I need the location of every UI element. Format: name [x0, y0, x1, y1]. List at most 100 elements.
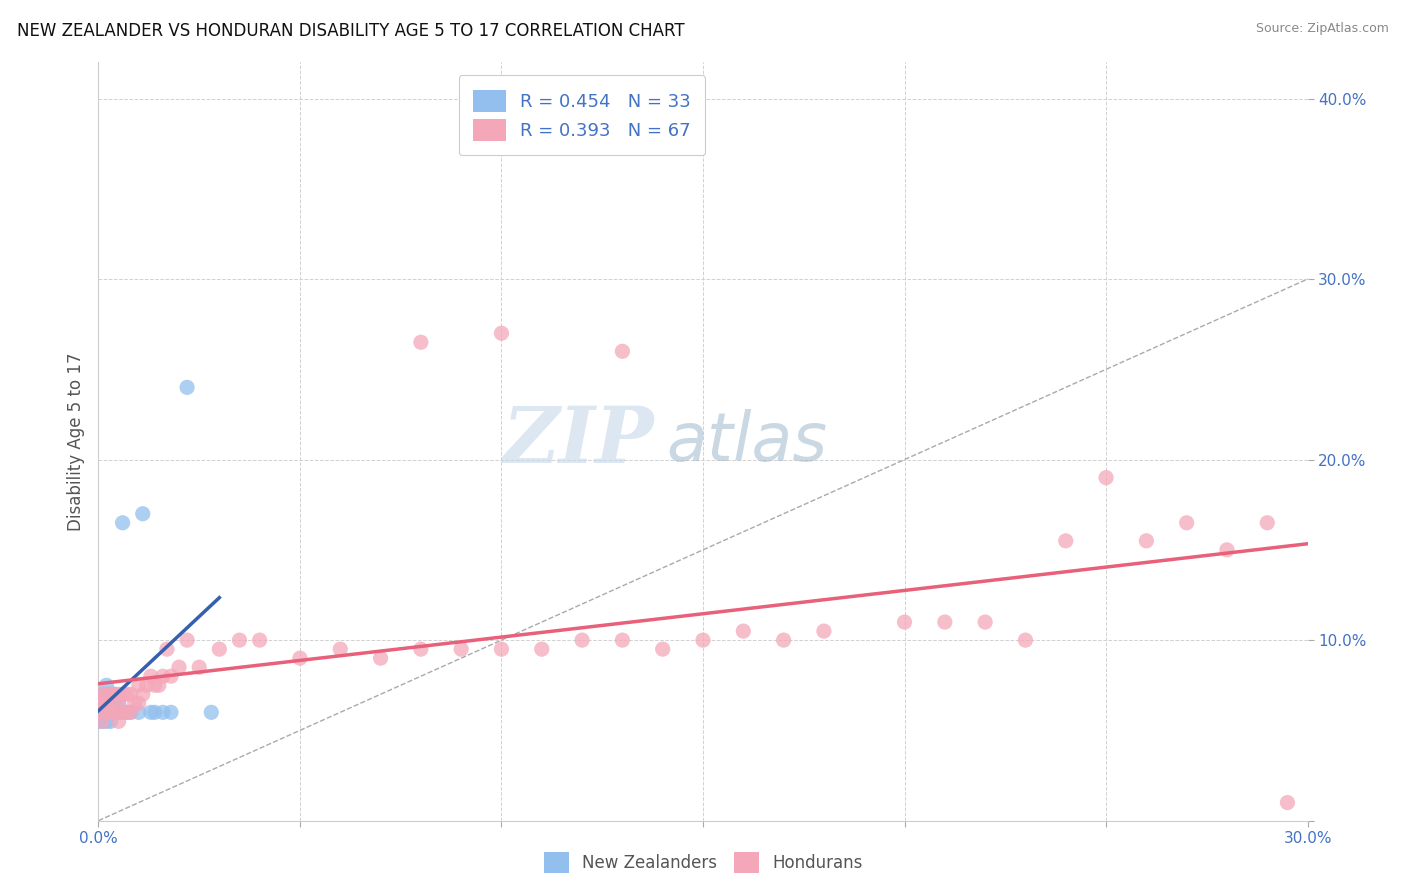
Point — [96, 706, 118, 720]
Point — [208, 642, 231, 657]
Point — [974, 615, 997, 629]
Point — [96, 706, 118, 720]
Point — [1216, 542, 1239, 557]
Point — [143, 678, 166, 692]
Point — [107, 696, 129, 710]
Point — [1175, 516, 1198, 530]
Point — [96, 687, 118, 701]
Point — [176, 633, 198, 648]
Point — [103, 706, 125, 720]
Point — [107, 687, 129, 701]
Point — [1277, 796, 1299, 810]
Point — [96, 714, 118, 729]
Point — [103, 706, 125, 720]
Point — [120, 706, 142, 720]
Point — [409, 335, 432, 350]
Point — [87, 696, 110, 710]
Point — [96, 696, 118, 710]
Point — [111, 706, 134, 720]
Point — [148, 678, 170, 692]
Point — [135, 678, 157, 692]
Point — [491, 642, 513, 657]
Point — [87, 706, 110, 720]
Point — [91, 696, 114, 710]
Text: ZIP: ZIP — [503, 403, 655, 480]
Legend: New Zealanders, Hondurans: New Zealanders, Hondurans — [537, 846, 869, 880]
Point — [329, 642, 352, 657]
Point — [1256, 516, 1278, 530]
Point — [91, 706, 114, 720]
Point — [87, 706, 110, 720]
Point — [813, 624, 835, 639]
Point — [409, 642, 432, 657]
Point — [167, 660, 190, 674]
Point — [288, 651, 311, 665]
Point — [100, 687, 122, 701]
Y-axis label: Disability Age 5 to 17: Disability Age 5 to 17 — [66, 352, 84, 531]
Point — [100, 706, 122, 720]
Point — [107, 696, 129, 710]
Point — [115, 687, 138, 701]
Point — [1135, 533, 1157, 548]
Point — [893, 615, 915, 629]
Point — [87, 714, 110, 729]
Point — [120, 706, 142, 720]
Point — [612, 344, 634, 359]
Point — [111, 687, 134, 701]
Point — [160, 669, 183, 683]
Point — [188, 660, 211, 674]
Point — [132, 687, 155, 701]
Point — [103, 687, 125, 701]
Point — [139, 669, 162, 683]
Point — [200, 706, 222, 720]
Point — [100, 687, 122, 701]
Point — [100, 706, 122, 720]
Text: Source: ZipAtlas.com: Source: ZipAtlas.com — [1256, 22, 1389, 36]
Text: atlas: atlas — [666, 409, 828, 475]
Point — [91, 687, 114, 701]
Point — [96, 687, 118, 701]
Point — [111, 706, 134, 720]
Point — [128, 696, 150, 710]
Point — [249, 633, 271, 648]
Point — [87, 696, 110, 710]
Point — [692, 633, 714, 648]
Point — [143, 706, 166, 720]
Point — [100, 714, 122, 729]
Point — [1014, 633, 1036, 648]
Point — [107, 714, 129, 729]
Point — [530, 642, 553, 657]
Point — [96, 696, 118, 710]
Point — [152, 706, 174, 720]
Point — [152, 669, 174, 683]
Point — [96, 678, 118, 692]
Point — [107, 706, 129, 720]
Point — [571, 633, 593, 648]
Legend: R = 0.454   N = 33, R = 0.393   N = 67: R = 0.454 N = 33, R = 0.393 N = 67 — [458, 75, 706, 155]
Point — [733, 624, 755, 639]
Point — [176, 380, 198, 394]
Point — [1095, 470, 1118, 484]
Point — [1054, 533, 1077, 548]
Point — [651, 642, 673, 657]
Point — [115, 706, 138, 720]
Point — [612, 633, 634, 648]
Point — [772, 633, 794, 648]
Point — [103, 696, 125, 710]
Point — [156, 642, 179, 657]
Point — [491, 326, 513, 341]
Point — [139, 706, 162, 720]
Point — [160, 706, 183, 720]
Point — [128, 678, 150, 692]
Text: NEW ZEALANDER VS HONDURAN DISABILITY AGE 5 TO 17 CORRELATION CHART: NEW ZEALANDER VS HONDURAN DISABILITY AGE… — [17, 22, 685, 40]
Point — [111, 516, 134, 530]
Point — [120, 687, 142, 701]
Point — [100, 696, 122, 710]
Point — [132, 507, 155, 521]
Point — [91, 687, 114, 701]
Point — [91, 714, 114, 729]
Point — [91, 696, 114, 710]
Point — [128, 706, 150, 720]
Point — [103, 687, 125, 701]
Point — [450, 642, 472, 657]
